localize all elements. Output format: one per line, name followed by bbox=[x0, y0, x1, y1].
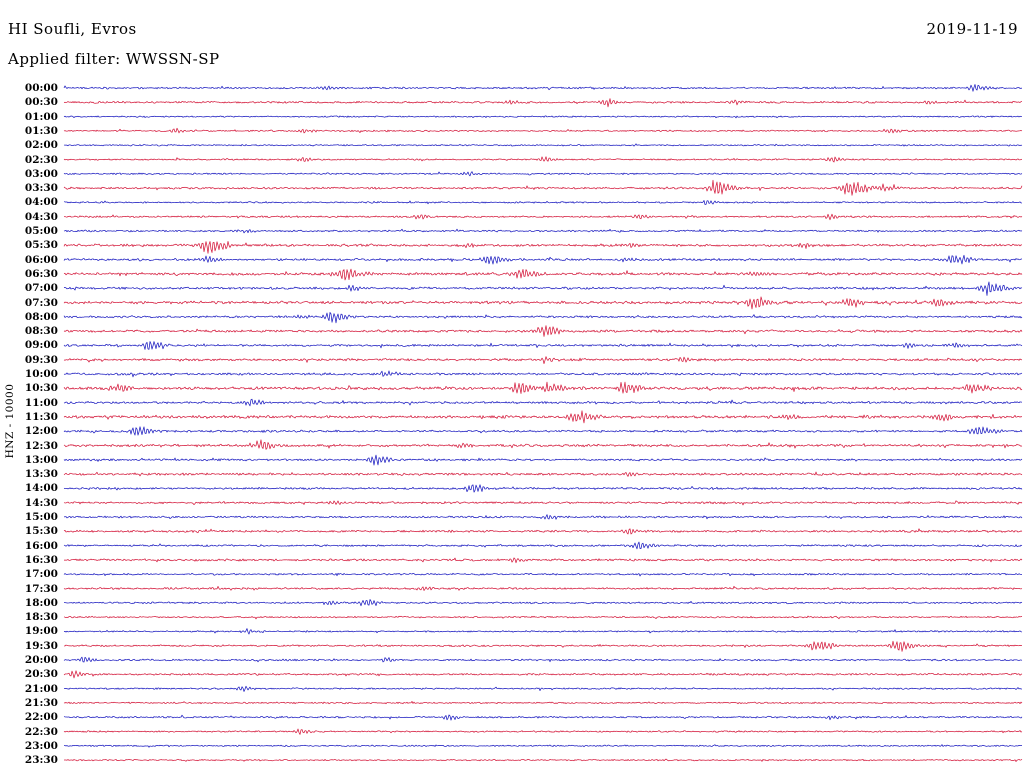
time-label: 10:00 bbox=[24, 368, 58, 380]
time-label: 22:00 bbox=[24, 711, 58, 724]
time-label: 08:30 bbox=[24, 325, 58, 338]
time-label: 08:00 bbox=[24, 310, 58, 323]
time-label: 19:00 bbox=[24, 625, 58, 638]
time-label: 22:30 bbox=[24, 725, 58, 738]
time-label: 05:00 bbox=[24, 225, 58, 237]
time-label: 14:30 bbox=[24, 496, 58, 509]
time-label: 20:00 bbox=[24, 654, 58, 666]
time-label: 02:00 bbox=[24, 139, 58, 152]
time-label: 16:30 bbox=[24, 553, 58, 566]
time-label: 21:30 bbox=[24, 696, 58, 709]
time-label: 03:30 bbox=[24, 182, 58, 195]
time-label: 01:00 bbox=[24, 110, 58, 123]
time-label: 12:00 bbox=[24, 425, 58, 438]
time-label: 07:30 bbox=[24, 296, 58, 309]
time-axis: 00:00 00:30 01:00 01:30 02:00 02:30 03:00 03:30… bbox=[0, 0, 60, 780]
time-label: 01:30 bbox=[24, 124, 58, 137]
time-label: 20:30 bbox=[24, 668, 58, 681]
time-label: 11:30 bbox=[24, 410, 58, 423]
time-label: 16:00 bbox=[24, 539, 58, 552]
time-label: 11:00 bbox=[24, 396, 58, 409]
time-label: 06:30 bbox=[24, 267, 58, 280]
time-label: 09:30 bbox=[24, 353, 58, 366]
time-label: 05:30 bbox=[24, 239, 58, 252]
time-label: 09:00 bbox=[24, 339, 58, 352]
time-label: 03:00 bbox=[24, 167, 58, 180]
time-label: 17:00 bbox=[24, 568, 58, 581]
time-label: 18:30 bbox=[24, 611, 58, 624]
time-label: 00:00 bbox=[24, 82, 58, 94]
time-label: 04:30 bbox=[24, 210, 58, 223]
time-label: 17:30 bbox=[24, 582, 58, 595]
time-label: 18:00 bbox=[24, 596, 58, 609]
time-label: 13:30 bbox=[24, 468, 58, 481]
time-label: 23:00 bbox=[24, 739, 58, 752]
time-label: 10:30 bbox=[24, 382, 58, 395]
time-label: 02:30 bbox=[24, 153, 58, 166]
time-label: 12:30 bbox=[24, 439, 58, 452]
time-label: 15:00 bbox=[24, 511, 58, 523]
time-label: 15:30 bbox=[24, 525, 58, 538]
time-label: 21:00 bbox=[24, 682, 58, 695]
time-label: 23:30 bbox=[24, 754, 58, 767]
time-label: 00:30 bbox=[24, 96, 58, 109]
time-label: 19:30 bbox=[24, 639, 58, 652]
time-label: 14:00 bbox=[24, 482, 58, 495]
time-label: 07:00 bbox=[24, 282, 58, 295]
time-label: 06:00 bbox=[24, 253, 58, 266]
time-label: 04:00 bbox=[24, 196, 58, 209]
time-label: 13:00 bbox=[24, 453, 58, 466]
